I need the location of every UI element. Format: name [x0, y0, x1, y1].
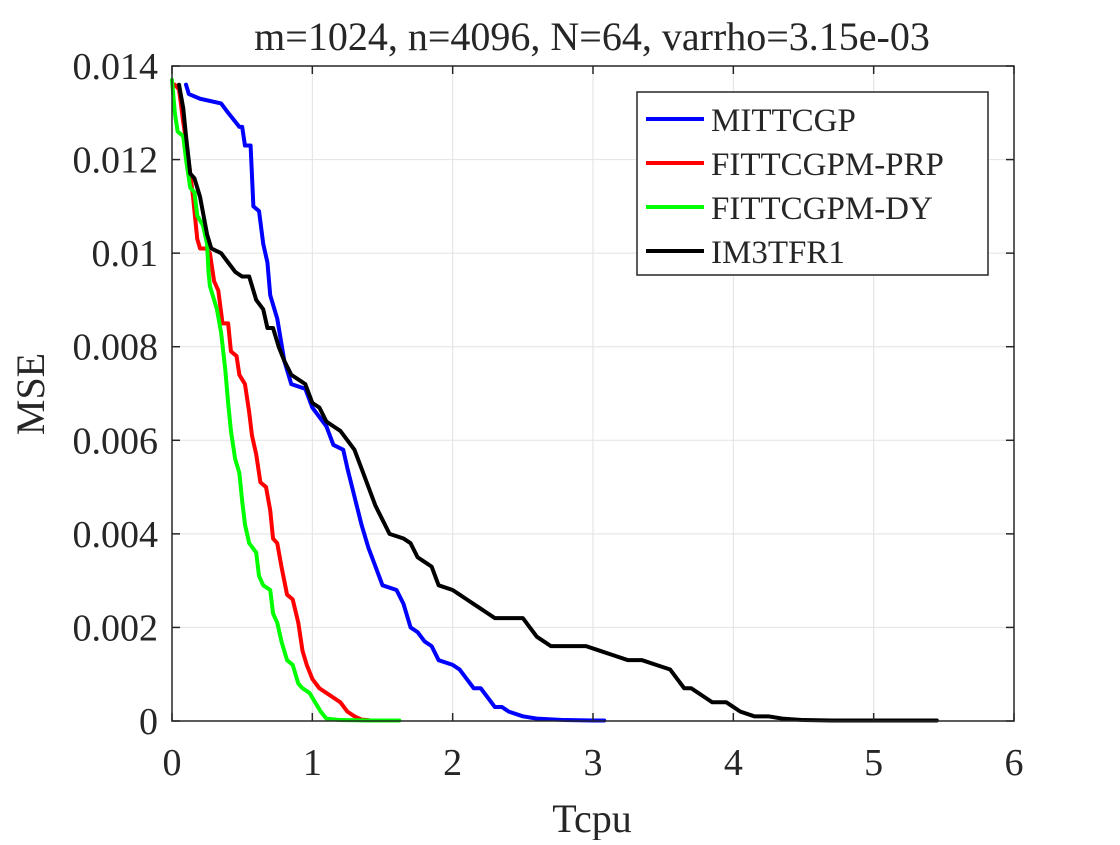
x-tick-label: 4 [724, 742, 743, 784]
series-line-3 [170, 78, 402, 723]
series-line-4 [177, 82, 939, 723]
y-tick-label: 0.002 [73, 607, 159, 649]
legend: MITTCGP FITTCGPM-PRP FITTCGPM-DY IM3TFR1 [636, 91, 989, 276]
y-tick-label: 0.01 [92, 233, 159, 275]
legend-label-2: FITTCGPM-PRP [711, 147, 944, 183]
y-tick-label: 0.012 [73, 140, 159, 182]
tick-labels: 0 1 2 3 4 5 6 0 0.002 0.004 0.006 0.008 0.01 0.012 0.0… [73, 46, 1024, 784]
y-tick-label: 0.004 [73, 514, 159, 556]
x-tick-label: 6 [1005, 742, 1024, 784]
x-tick-label: 3 [584, 742, 603, 784]
legend-label-3: FITTCGPM-DY [711, 191, 933, 227]
y-tick-label: 0 [139, 701, 158, 743]
legend-box [636, 91, 989, 276]
series-line-2 [172, 82, 371, 723]
y-tick-label: 0.008 [73, 327, 159, 369]
y-tick-label: 0.006 [73, 420, 159, 462]
x-axis-label: Tcpu [552, 796, 631, 840]
y-axis-label: MSE [8, 353, 53, 435]
x-tick-label: 0 [163, 742, 182, 784]
series-layer [170, 78, 939, 723]
chart-title: m=1024, n=4096, N=64, varrho=3.15e-03 [254, 14, 930, 59]
x-tick-label: 2 [443, 742, 462, 784]
series-line-1 [184, 82, 607, 723]
y-tick-label: 0.014 [73, 46, 159, 88]
x-tick-label: 1 [303, 742, 322, 784]
legend-label-1: MITTCGP [711, 103, 856, 139]
axes-layer [171, 65, 1015, 722]
x-tick-label: 5 [864, 742, 883, 784]
legend-label-4: IM3TFR1 [711, 235, 845, 271]
